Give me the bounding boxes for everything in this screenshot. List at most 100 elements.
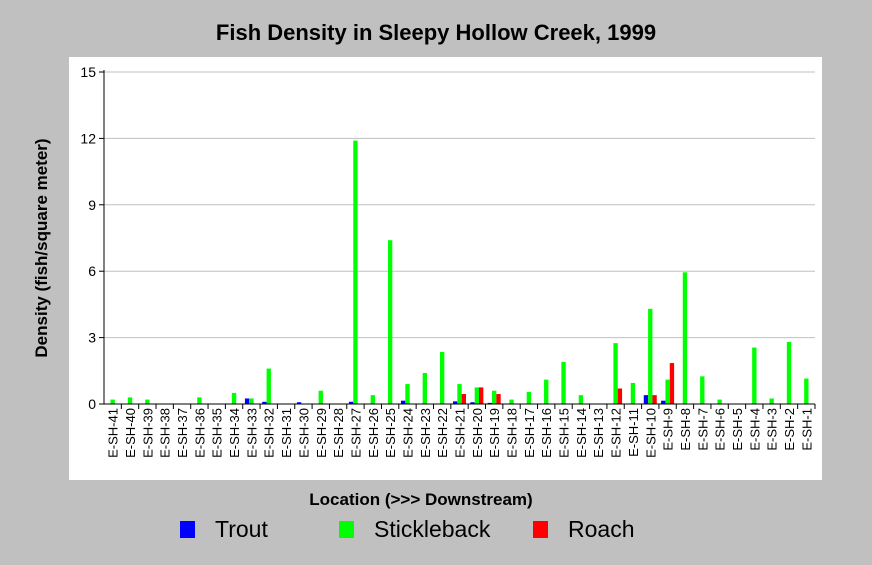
bar-stickleback (387, 240, 393, 404)
bar-stickleback (110, 399, 115, 404)
legend-label-trout: Trout (215, 516, 268, 542)
x-tick-label: E-SH-6 (713, 408, 728, 451)
bar-trout (296, 402, 302, 404)
bar-trout (643, 395, 649, 404)
x-tick-label: E-SH-20 (470, 408, 485, 458)
x-tick-label: E-SH-29 (314, 408, 329, 458)
legend-swatch-trout (180, 521, 195, 538)
x-tick-label: E-SH-35 (210, 408, 225, 458)
bar-stickleback (405, 384, 410, 404)
x-tick-label: E-SH-27 (348, 408, 363, 458)
y-tick-label: 0 (88, 396, 96, 412)
x-tick-label: E-SH-11 (626, 408, 641, 457)
x-tick-label: E-SH-12 (609, 408, 624, 458)
x-tick-label: E-SH-25 (383, 408, 398, 458)
x-tick-label: E-SH-7 (695, 408, 710, 451)
x-axis-label: Location (>>> Downstream) (309, 490, 533, 509)
bar-roach (652, 395, 657, 404)
x-tick-label: E-SH-22 (435, 408, 450, 458)
legend-swatch-roach (533, 521, 548, 538)
x-tick-label: E-SH-5 (730, 408, 745, 451)
x-tick-label: E-SH-15 (557, 408, 572, 458)
x-tick-label: E-SH-17 (522, 408, 537, 458)
bar-stickleback (457, 384, 462, 404)
bar-stickleback (578, 395, 584, 404)
legend-swatch-stickleback (339, 521, 354, 538)
bar-trout (244, 398, 250, 404)
x-tick-label: E-SH-2 (782, 408, 797, 451)
bar-stickleback (717, 399, 722, 404)
bar-stickleback (422, 373, 427, 404)
bar-roach (669, 363, 675, 404)
bar-stickleback (648, 308, 653, 404)
x-tick-label: E-SH-14 (574, 408, 589, 458)
x-tick-label: E-SH-33 (244, 408, 259, 458)
bar-stickleback (752, 347, 757, 404)
y-tick-label: 6 (88, 263, 96, 279)
bar-stickleback (526, 391, 532, 404)
legend-item-trout: Trout (180, 516, 268, 543)
x-tick-label: E-SH-34 (227, 408, 242, 458)
y-tick-label: 15 (80, 64, 96, 80)
bar-stickleback (492, 390, 497, 404)
x-tick-label: E-SH-31 (279, 408, 294, 458)
bar-stickleback (318, 390, 323, 404)
y-tick-label: 12 (80, 130, 96, 146)
bar-stickleback (786, 342, 792, 404)
bar-roach (461, 394, 467, 404)
y-tick-label: 3 (88, 330, 96, 346)
x-tick-label: E-SH-26 (366, 408, 381, 458)
bar-stickleback (266, 368, 271, 404)
bar-roach (617, 388, 623, 404)
x-tick-label: E-SH-21 (453, 408, 468, 458)
x-tick-label: E-SH-1 (799, 408, 814, 451)
y-axis-label: Density (fish/square meter) (32, 138, 51, 358)
bar-stickleback (353, 140, 358, 404)
x-tick-label: E-SH-41 (106, 408, 121, 458)
bar-trout (470, 402, 475, 404)
x-tick-label: E-SH-30 (296, 408, 311, 458)
x-tick-label: E-SH-4 (747, 408, 762, 451)
bar-trout (487, 402, 493, 404)
bar-trout (348, 401, 354, 404)
legend-label-stickleback: Stickleback (374, 516, 491, 542)
bar-stickleback (682, 272, 688, 404)
bar-stickleback (700, 376, 705, 404)
bar-stickleback (561, 361, 566, 404)
x-tick-label: E-SH-28 (331, 408, 346, 458)
bar-trout (452, 401, 458, 404)
x-tick-label: E-SH-18 (505, 408, 520, 458)
x-tick-label: E-SH-9 (661, 408, 676, 451)
x-tick-label: E-SH-19 (487, 408, 502, 458)
plot-panel (69, 57, 822, 480)
x-tick-label: E-SH-37 (175, 408, 190, 458)
bar-stickleback (197, 397, 202, 404)
bar-stickleback (509, 399, 514, 404)
bar-stickleback (127, 397, 133, 404)
legend-item-stickleback: Stickleback (339, 516, 490, 543)
bar-stickleback (630, 382, 636, 404)
x-tick-label: E-SH-36 (192, 408, 207, 458)
x-tick-label: E-SH-32 (262, 408, 277, 458)
bar-layer (110, 140, 809, 404)
bar-trout (661, 400, 666, 404)
bar-stickleback (370, 395, 375, 404)
bar-trout (262, 401, 267, 404)
bar-roach (496, 394, 501, 404)
bar-stickleback (145, 399, 150, 404)
x-tick-label: E-SH-10 (643, 408, 658, 458)
x-tick-label: E-SH-13 (591, 408, 606, 458)
bar-stickleback (613, 343, 618, 404)
grid-layer (104, 71, 815, 339)
bar-stickleback (231, 392, 237, 404)
x-tick-label: E-SH-16 (539, 408, 554, 458)
x-tick-label: E-SH-23 (418, 408, 433, 458)
x-tick-label: E-SH-39 (140, 408, 155, 458)
bar-stickleback (474, 387, 480, 404)
bar-roach (479, 387, 484, 404)
bar-stickleback (804, 378, 809, 404)
chart-title: Fish Density in Sleepy Hollow Creek, 199… (215, 20, 657, 45)
legend-label-roach: Roach (568, 516, 635, 542)
